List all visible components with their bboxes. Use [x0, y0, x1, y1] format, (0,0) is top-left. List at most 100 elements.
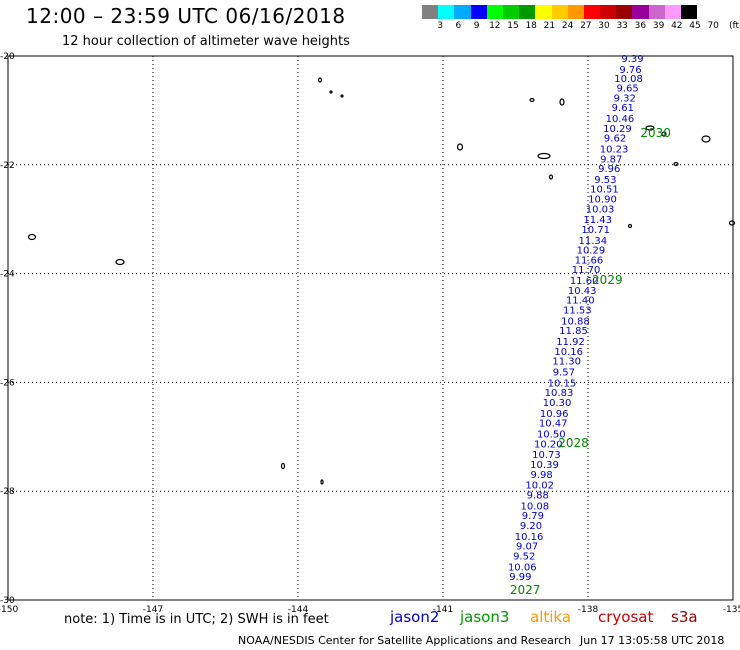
- swh-value-label: 11.34: [579, 236, 608, 247]
- y-tick-label: -28: [0, 487, 15, 497]
- swh-value-label: 9.61: [612, 103, 634, 114]
- swh-value-label: 9.98: [530, 470, 552, 481]
- swh-value-label: 9.53: [594, 175, 616, 186]
- island-outline: [627, 223, 633, 229]
- island-outline: [537, 152, 551, 160]
- satellite-legend-item: altika: [530, 608, 572, 626]
- island-outline: [280, 462, 286, 470]
- colorbar-tick-label: 21: [543, 21, 556, 31]
- colorbar-tick-label: 9: [473, 21, 480, 31]
- chart-title: 12:00 – 23:59 UTC 06/16/2018: [26, 4, 346, 28]
- colorbar-swatch: [422, 5, 439, 19]
- swh-value-label: 9.57: [553, 368, 575, 379]
- swh-value-label: 10.71: [581, 225, 610, 236]
- colorbar-tick-label: 15: [507, 21, 519, 31]
- colorbar-swatch: [681, 5, 698, 19]
- satellite-legend-item: s3a: [671, 608, 698, 626]
- x-tick-label: -150: [0, 605, 18, 615]
- swh-value-label: 9.32: [614, 93, 636, 104]
- swh-value-label: 10.73: [532, 450, 561, 461]
- x-tick-label: -147: [143, 605, 163, 615]
- satellite-legend-item: jason3: [460, 608, 510, 626]
- time-label: 2027: [510, 583, 541, 597]
- swh-value-label: 10.47: [539, 419, 568, 430]
- colorbar-swatch: [519, 5, 536, 19]
- colorbar-tick-label: 3: [437, 21, 444, 31]
- swh-value-label: 9.52: [513, 551, 535, 562]
- footer-note: note: 1) Time is in UTC; 2) SWH is in fe…: [64, 612, 329, 627]
- time-label: 2028: [558, 436, 589, 450]
- colorbar-swatch: [583, 5, 601, 19]
- island-outline: [548, 174, 554, 180]
- island-outline: [115, 258, 125, 266]
- colorbar-tick-label: 70: [707, 21, 719, 31]
- chart-subtitle: 12 hour collection of altimeter wave hei…: [62, 34, 350, 49]
- colorbar-swatch: [664, 5, 681, 19]
- swh-value-label: 9.79: [522, 511, 544, 522]
- island-outline: [456, 143, 464, 151]
- x-tick-label: -144: [288, 605, 309, 615]
- swh-value-label: 9.07: [516, 542, 538, 553]
- colorbar-swatch: [551, 5, 568, 19]
- colorbar-tick-label: 12: [489, 21, 501, 31]
- swh-value-label: 9.96: [598, 164, 620, 175]
- satellite-legend-item: cryosat: [598, 608, 654, 626]
- swh-value-label: 11.40: [566, 296, 595, 307]
- generated-timestamp: Jun 17 13:05:58 UTC 2018: [580, 634, 725, 647]
- colorbar-swatch: [438, 5, 455, 19]
- swh-value-label: 9.88: [527, 490, 549, 501]
- island-outline: [320, 479, 324, 485]
- time-label: 2029: [592, 273, 623, 287]
- swh-value-label: 10.29: [577, 246, 606, 257]
- swh-value-label: 10.06: [508, 562, 537, 573]
- colorbar-tick-label: 39: [652, 21, 665, 31]
- swh-value-label: 11.85: [559, 326, 588, 337]
- swh-value-label: 9.76: [619, 65, 641, 76]
- swh-value-label: 10.16: [554, 347, 583, 358]
- colorbar-swatch: [470, 5, 487, 19]
- y-tick-label: -24: [0, 270, 15, 280]
- y-tick-label: -26: [0, 378, 15, 388]
- colorbar-swatch: [567, 5, 584, 19]
- time-label: 2030: [640, 126, 671, 140]
- colorbar-tick-label: 36: [634, 21, 647, 31]
- colorbar-swatch: [454, 5, 471, 19]
- swh-value-label: 9.65: [617, 84, 639, 95]
- colorbar-swatch: [600, 5, 617, 19]
- colorbar-tick-label: 30: [598, 21, 610, 31]
- colorbar-swatch: [502, 5, 520, 19]
- swh-value-label: 10.51: [590, 185, 619, 196]
- island-outline: [529, 97, 535, 103]
- swh-value-label: 11.92: [556, 337, 585, 348]
- island-outline: [329, 90, 333, 94]
- swh-value-label: 10.16: [515, 532, 544, 543]
- island-outline: [673, 161, 679, 167]
- colorbar-swatch: [535, 5, 552, 19]
- swh-value-label: 10.23: [600, 144, 629, 155]
- swh-value-label: 10.88: [561, 316, 590, 327]
- swh-value-label: 10.29: [603, 124, 632, 135]
- swh-value-label: 10.96: [540, 409, 569, 420]
- swh-value-label: 11.43: [583, 215, 612, 226]
- swh-value-label: 9.20: [520, 521, 542, 532]
- colorbar-swatch: [632, 5, 649, 19]
- y-tick-label: -20: [0, 52, 15, 62]
- swh-value-label: 10.50: [537, 430, 566, 441]
- swh-value-label: 10.08: [614, 74, 643, 85]
- swh-value-label: 11.66: [575, 255, 604, 266]
- swh-value-label: 11.30: [552, 357, 581, 368]
- island-outline: [27, 233, 37, 241]
- swh-value-label: 10.39: [530, 460, 559, 471]
- swh-value-label: 10.90: [588, 195, 617, 206]
- swh-value-label: 11.60: [570, 276, 599, 287]
- swh-value-label: 11.53: [563, 306, 592, 317]
- swh-value-label: 10.43: [568, 286, 597, 297]
- island-outline: [701, 135, 711, 143]
- island-outline: [559, 98, 565, 106]
- satellite-legend-item: jason2: [390, 608, 440, 626]
- credit-text: NOAA/NESDIS Center for Satellite Applica…: [238, 634, 572, 647]
- island-outline: [661, 131, 667, 137]
- swh-value-label: 10.15: [548, 378, 577, 389]
